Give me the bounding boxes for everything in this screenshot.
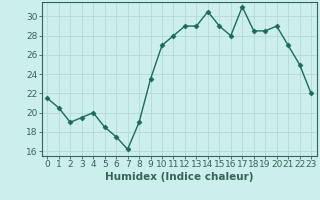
X-axis label: Humidex (Indice chaleur): Humidex (Indice chaleur): [105, 172, 253, 182]
